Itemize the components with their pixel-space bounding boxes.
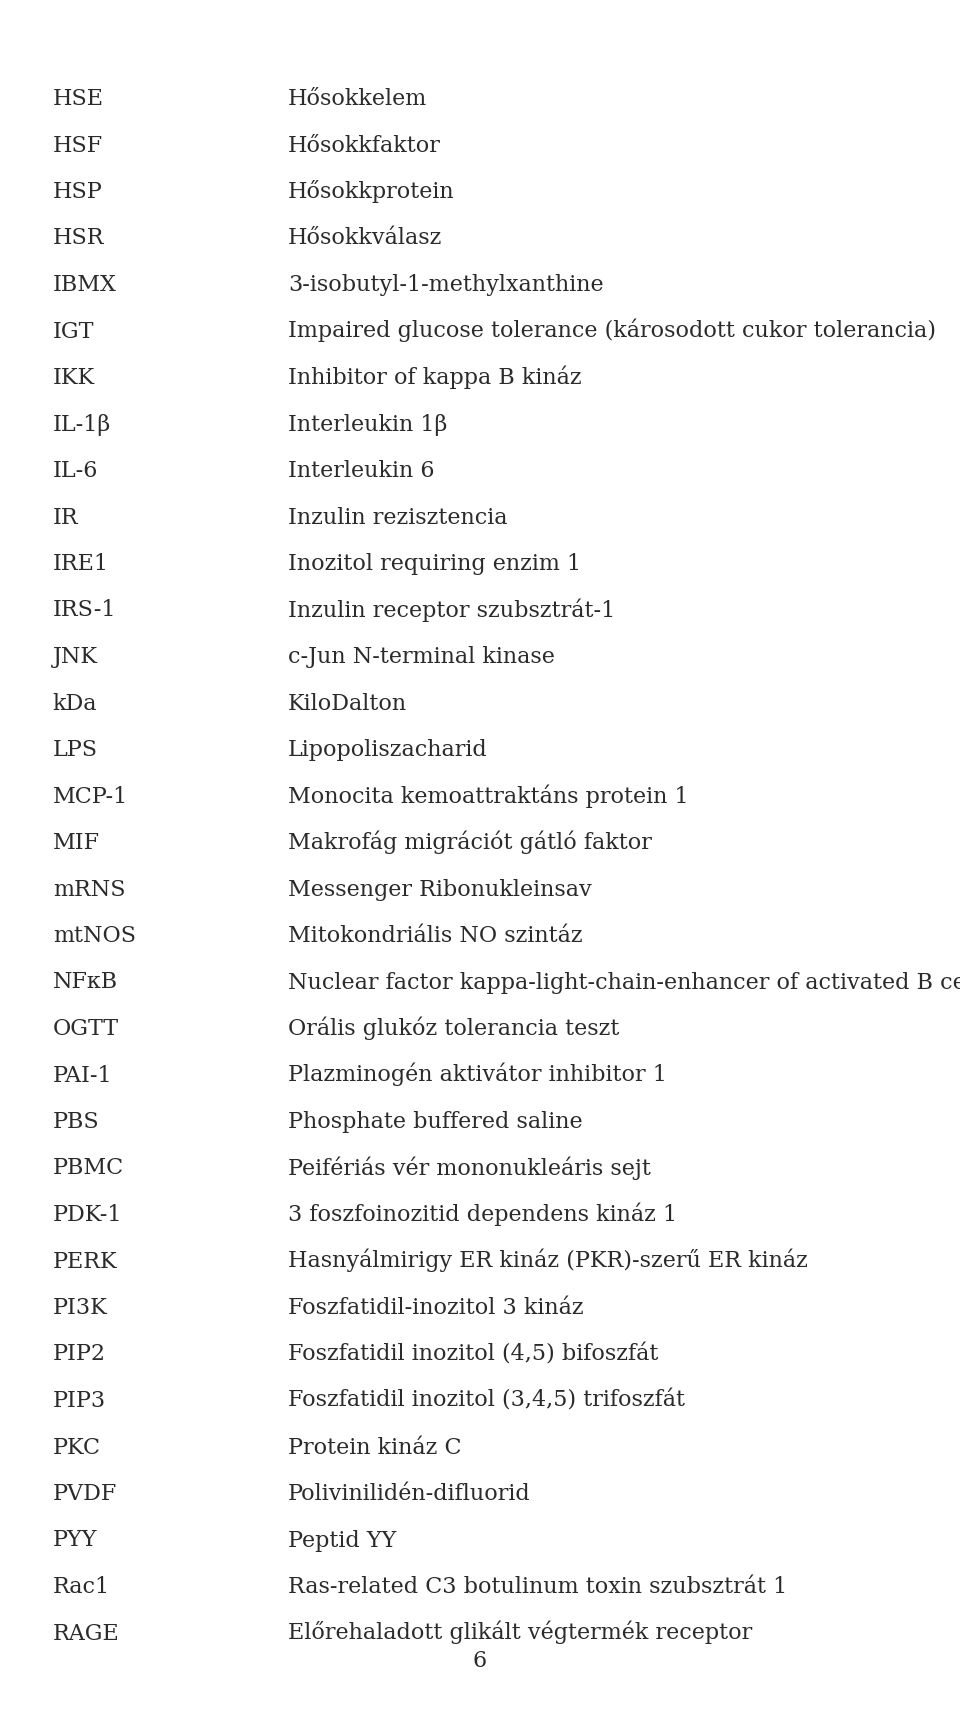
Text: PYY: PYY — [53, 1529, 97, 1551]
Text: Peptid YY: Peptid YY — [288, 1529, 396, 1551]
Text: PBS: PBS — [53, 1111, 100, 1133]
Text: Foszfatidil inozitol (3,4,5) trifoszfát: Foszfatidil inozitol (3,4,5) trifoszfát — [288, 1390, 685, 1412]
Text: Inzulin rezisztencia: Inzulin rezisztencia — [288, 507, 508, 529]
Text: Mitokondriális NO szintáz: Mitokondriális NO szintáz — [288, 924, 583, 947]
Text: IRS-1: IRS-1 — [53, 599, 116, 621]
Text: LPS: LPS — [53, 740, 98, 762]
Text: Inhibitor of kappa B kináz: Inhibitor of kappa B kináz — [288, 365, 582, 389]
Text: Peifériás vér mononukleáris sejt: Peifériás vér mononukleáris sejt — [288, 1156, 651, 1180]
Text: PDK-1: PDK-1 — [53, 1204, 122, 1226]
Text: 6: 6 — [473, 1650, 487, 1673]
Text: PERK: PERK — [53, 1250, 117, 1272]
Text: Inzulin receptor szubsztrát-1: Inzulin receptor szubsztrát-1 — [288, 597, 615, 621]
Text: Foszfatidil inozitol (4,5) bifoszfát: Foszfatidil inozitol (4,5) bifoszfát — [288, 1344, 659, 1366]
Text: Hősokkválasz: Hősokkválasz — [288, 228, 443, 250]
Text: PKC: PKC — [53, 1436, 101, 1459]
Text: Hősokkprotein: Hősokkprotein — [288, 180, 455, 204]
Text: PBMC: PBMC — [53, 1157, 124, 1180]
Text: RAGE: RAGE — [53, 1623, 120, 1645]
Text: HSE: HSE — [53, 87, 104, 110]
Text: Polivinilidén-difluorid: Polivinilidén-difluorid — [288, 1483, 531, 1505]
Text: HSR: HSR — [53, 228, 105, 250]
Text: Plazminogén aktivátor inhibitor 1: Plazminogén aktivátor inhibitor 1 — [288, 1063, 667, 1087]
Text: mtNOS: mtNOS — [53, 924, 135, 947]
Text: Interleukin 1β: Interleukin 1β — [288, 414, 447, 435]
Text: Messenger Ribonukleinsav: Messenger Ribonukleinsav — [288, 878, 591, 901]
Text: Inozitol requiring enzim 1: Inozitol requiring enzim 1 — [288, 553, 581, 575]
Text: IRE1: IRE1 — [53, 553, 108, 575]
Text: Lipopoliszacharid: Lipopoliszacharid — [288, 740, 488, 762]
Text: KiloDalton: KiloDalton — [288, 692, 407, 714]
Text: IKK: IKK — [53, 366, 95, 389]
Text: c-Jun N-terminal kinase: c-Jun N-terminal kinase — [288, 645, 555, 668]
Text: Hősokkelem: Hősokkelem — [288, 87, 427, 110]
Text: MCP-1: MCP-1 — [53, 786, 128, 808]
Text: JNK: JNK — [53, 645, 98, 668]
Text: IR: IR — [53, 507, 79, 529]
Text: OGTT: OGTT — [53, 1019, 119, 1039]
Text: 3 foszfoinozitid dependens kináz 1: 3 foszfoinozitid dependens kináz 1 — [288, 1202, 677, 1226]
Text: Foszfatidil-inozitol 3 kináz: Foszfatidil-inozitol 3 kináz — [288, 1298, 584, 1318]
Text: Előrehaladott glikált végtermék receptor: Előrehaladott glikált végtermék receptor — [288, 1621, 753, 1645]
Text: PVDF: PVDF — [53, 1483, 117, 1505]
Text: Impaired glucose tolerance (károsodott cukor tolerancia): Impaired glucose tolerance (károsodott c… — [288, 318, 936, 342]
Text: IL-1β: IL-1β — [53, 414, 111, 435]
Text: PAI-1: PAI-1 — [53, 1065, 112, 1087]
Text: HSP: HSP — [53, 181, 103, 204]
Text: Hasnyálmirigy ER kináz (PKR)-szerű ER kináz: Hasnyálmirigy ER kináz (PKR)-szerű ER ki… — [288, 1250, 808, 1272]
Text: Makrofág migrációt gátló faktor: Makrofág migrációt gátló faktor — [288, 830, 652, 854]
Text: Rac1: Rac1 — [53, 1577, 110, 1597]
Text: PIP3: PIP3 — [53, 1390, 106, 1412]
Text: PIP2: PIP2 — [53, 1344, 106, 1366]
Text: Hősokkfaktor: Hősokkfaktor — [288, 135, 441, 156]
Text: Protein kináz C: Protein kináz C — [288, 1436, 462, 1459]
Text: Nuclear factor kappa-light-chain-enhancer of activated B cells: Nuclear factor kappa-light-chain-enhance… — [288, 971, 960, 993]
Text: Orális glukóz tolerancia teszt: Orális glukóz tolerancia teszt — [288, 1017, 619, 1039]
Text: Ras-related C3 botulinum toxin szubsztrát 1: Ras-related C3 botulinum toxin szubsztrá… — [288, 1577, 787, 1597]
Text: 3-isobutyl-1-methylxanthine: 3-isobutyl-1-methylxanthine — [288, 274, 604, 296]
Text: Interleukin 6: Interleukin 6 — [288, 461, 435, 483]
Text: IBMX: IBMX — [53, 274, 117, 296]
Text: IL-6: IL-6 — [53, 461, 98, 483]
Text: Monocita kemoattraktáns protein 1: Monocita kemoattraktáns protein 1 — [288, 784, 688, 808]
Text: IGT: IGT — [53, 320, 94, 342]
Text: PI3K: PI3K — [53, 1298, 108, 1318]
Text: Phosphate buffered saline: Phosphate buffered saline — [288, 1111, 583, 1133]
Text: mRNS: mRNS — [53, 878, 126, 901]
Text: MIF: MIF — [53, 832, 100, 854]
Text: HSF: HSF — [53, 135, 103, 156]
Text: NFκB: NFκB — [53, 971, 118, 993]
Text: kDa: kDa — [53, 692, 97, 714]
